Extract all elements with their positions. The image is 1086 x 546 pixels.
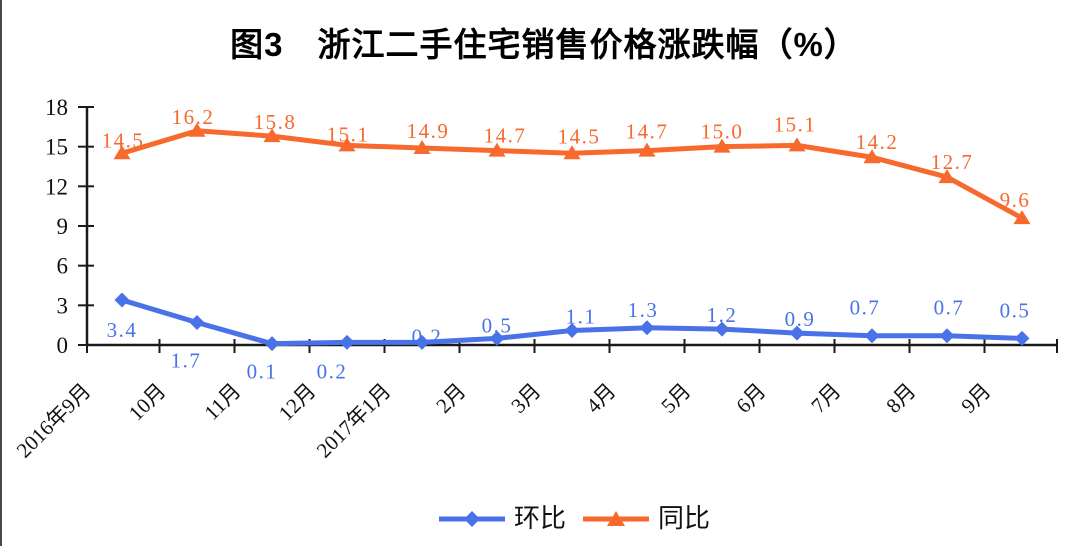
legend: 环比 同比 <box>31 501 1086 537</box>
data-point-label: 14.5 <box>558 124 601 148</box>
data-point-marker-diamond <box>414 334 430 350</box>
data-point-label: 0.9 <box>785 307 816 331</box>
chart-title: 图3 浙江二手住宅销售价格涨跌幅（%） <box>230 26 858 63</box>
data-point-marker-triangle <box>113 145 131 160</box>
x-category-label: 11月 <box>199 379 245 425</box>
data-point-marker-triangle <box>713 138 731 153</box>
legend-marker-mom-diamond-icon <box>438 511 505 527</box>
data-point-marker-diamond <box>939 328 955 344</box>
data-point-label: 15.1 <box>774 112 817 136</box>
data-point-label: 0.2 <box>412 324 443 348</box>
legend-label-mom: 环比 <box>513 504 566 533</box>
data-point-marker-triangle <box>938 169 956 184</box>
data-point-marker-diamond <box>189 315 205 331</box>
data-point-label: 14.9 <box>407 119 450 143</box>
data-point-label: 14.5 <box>102 128 145 152</box>
y-tick-label: 0 <box>57 333 69 358</box>
data-point-label: 1.1 <box>566 304 597 328</box>
data-point-marker-diamond <box>339 334 355 350</box>
data-point-marker-triangle <box>488 142 506 157</box>
data-point-label: 9.6 <box>1000 188 1031 212</box>
data-point-marker-triangle <box>413 139 431 154</box>
y-tick-label: 6 <box>57 254 69 279</box>
data-point-marker-triangle <box>263 128 281 143</box>
data-point-marker-triangle <box>563 145 581 160</box>
data-point-label: 15.1 <box>327 122 370 146</box>
data-point-marker-triangle <box>863 149 881 164</box>
data-point-marker-triangle <box>338 137 356 152</box>
data-point-label: 0.2 <box>317 359 348 383</box>
data-point-marker-triangle <box>638 142 656 157</box>
data-point-label: 15.8 <box>254 110 297 134</box>
data-point-label: 1.3 <box>628 298 659 322</box>
data-point-marker-triangle <box>1013 210 1031 225</box>
y-tick-label: 15 <box>45 135 68 160</box>
x-category-label: 9月 <box>956 379 995 418</box>
data-point-label: 0.5 <box>1000 298 1031 322</box>
data-point-label: 0.7 <box>934 296 965 320</box>
data-point-label: 0.5 <box>482 313 513 337</box>
data-point-label: 14.7 <box>484 124 527 148</box>
x-category-label: 6月 <box>731 379 770 418</box>
data-point-marker-triangle <box>188 122 206 137</box>
data-point-label: 12.7 <box>931 150 974 174</box>
data-point-label: 0.1 <box>247 360 278 384</box>
x-category-label: 12月 <box>274 379 321 426</box>
x-category-label: 2016年9月 <box>12 379 96 463</box>
data-point-marker-diamond <box>264 336 280 352</box>
legend-marker-yoy-triangle-icon <box>583 511 649 526</box>
legend-item-mom: 环比 <box>436 506 566 532</box>
y-tick-label: 12 <box>45 174 68 199</box>
legend-item-yoy: 同比 <box>580 506 710 532</box>
x-category-label: 5月 <box>656 379 695 418</box>
data-point-marker-diamond <box>864 328 880 344</box>
data-point-label: 0.7 <box>850 296 881 320</box>
x-category-label: 2017年1月 <box>312 379 396 463</box>
data-point-label: 15.0 <box>701 120 744 144</box>
data-point-marker-diamond <box>789 325 805 341</box>
x-category-label: 10月 <box>124 379 171 426</box>
data-point-marker-diamond <box>639 320 655 336</box>
series-mom: 3.4 1.7 0.1 0.2 0.2 0.5 1.1 1.3 1.2 0.9 0.7 0.7 0.5 <box>107 292 1031 384</box>
data-point-marker-diamond <box>1014 330 1030 346</box>
x-category-label: 3月 <box>506 379 545 418</box>
data-point-label: 1.7 <box>171 349 202 373</box>
x-category-label: 7月 <box>806 379 845 418</box>
data-point-label: 14.2 <box>856 130 899 154</box>
data-point-label: 16.2 <box>172 105 215 129</box>
data-point-marker-diamond <box>714 321 730 337</box>
series-yoy: 14.5 16.2 15.8 15.1 14.9 14.7 14.5 14.7 15.0 15.1… <box>102 105 1031 225</box>
data-point-marker-triangle <box>788 137 806 152</box>
data-point-marker-diamond <box>564 322 580 338</box>
y-tick-label: 3 <box>57 293 69 318</box>
y-tick-label: 9 <box>57 214 69 239</box>
legend-label-yoy: 同比 <box>658 504 711 533</box>
data-point-marker-diamond <box>489 330 505 346</box>
x-category-label: 8月 <box>881 379 920 418</box>
data-point-label: 3.4 <box>107 318 138 342</box>
x-category-label: 4月 <box>581 379 620 418</box>
x-category-label: 2月 <box>431 379 470 418</box>
data-point-label: 1.2 <box>707 303 738 327</box>
y-tick-label: 18 <box>45 95 68 120</box>
data-point-marker-diamond <box>114 292 130 308</box>
data-point-label: 14.7 <box>626 120 669 144</box>
